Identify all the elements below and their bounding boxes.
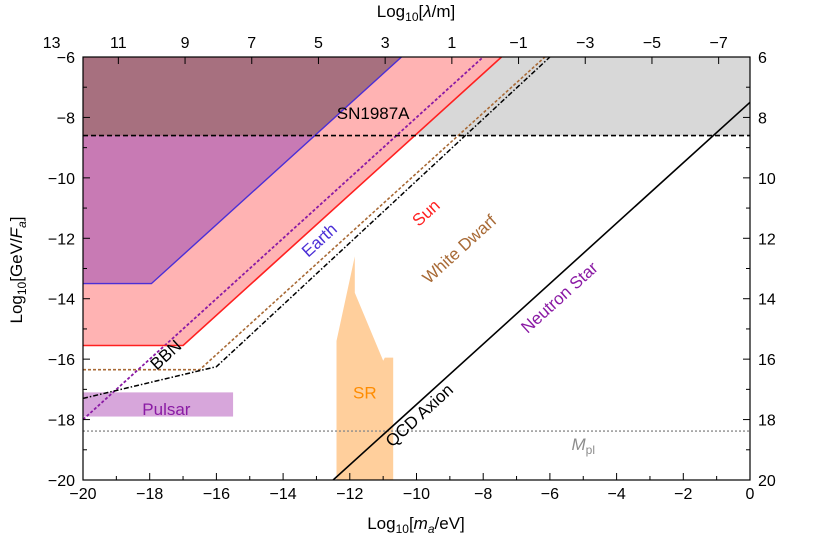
x-tick-label: −2 — [674, 486, 692, 503]
mpl-label-main: M — [571, 435, 586, 454]
earth-sn-overlap — [83, 57, 402, 136]
top-tick-label: −3 — [576, 35, 594, 52]
top-tick-label: −1 — [509, 35, 527, 52]
x-tick-label: −20 — [69, 486, 96, 503]
bbn-line — [83, 57, 551, 400]
sun-boundary — [83, 57, 503, 347]
y-tick-label-right: 20 — [758, 473, 776, 490]
pulsar-region — [83, 392, 234, 417]
neutron-star-line — [83, 57, 484, 421]
y-tick-label-right: 12 — [758, 231, 776, 248]
x-tick-label: −14 — [270, 486, 297, 503]
y-tick-label-right: 16 — [758, 352, 776, 369]
x-tick-label: −6 — [541, 486, 559, 503]
top-tick-label: 1 — [447, 35, 456, 52]
plot-area — [83, 57, 750, 480]
y-tick-label-left: −18 — [48, 413, 75, 430]
x-tick-label: −12 — [336, 486, 363, 503]
sr-region — [336, 256, 394, 480]
y-tick-label-right: 6 — [758, 50, 767, 67]
top-tick-label: 5 — [314, 35, 323, 52]
top-axis-title: Log10[λ/m] — [377, 2, 455, 24]
y-tick-label-right: 10 — [758, 171, 776, 188]
top-tick-label: 13 — [43, 35, 61, 52]
y-tick-label-right: 8 — [758, 110, 767, 127]
y-axis-title: Log10[GeV/Fa] — [7, 216, 29, 323]
x-tick-label: −16 — [203, 486, 230, 503]
top-tick-label: 9 — [181, 35, 190, 52]
y-tick-label-left: −10 — [48, 171, 75, 188]
y-tick-label-right: 14 — [758, 292, 776, 309]
top-tick-label: −7 — [710, 35, 728, 52]
top-tick-label: 11 — [110, 35, 127, 52]
y-tick-label-left: −8 — [57, 110, 75, 127]
sn1987a-label: SN1987A — [337, 104, 410, 123]
earth-boundary — [83, 57, 402, 285]
x-tick-label: −18 — [136, 486, 163, 503]
y-tick-label-left: −20 — [48, 473, 75, 490]
x-tick-label: −10 — [403, 486, 430, 503]
y-tick-label-left: −6 — [57, 50, 75, 67]
sr-label: SR — [353, 383, 377, 402]
y-tick-label-left: −12 — [48, 231, 75, 248]
top-tick-label: 3 — [381, 35, 390, 52]
white-dwarf-line — [83, 57, 546, 371]
x-tick-label: 0 — [746, 486, 755, 503]
top-tick-label: −5 — [643, 35, 661, 52]
x-axis-title: Log10[ma/eV] — [367, 514, 465, 536]
y-tick-label-left: −16 — [48, 352, 75, 369]
x-tick-label: −8 — [474, 486, 492, 503]
mpl-label: Mpl — [571, 435, 595, 457]
tick-layer: −20 −18 −16 −14 −12 −10 −8 −6 −4 −2 013 11 9 7 5 3 1 −1 −3… — [43, 35, 776, 503]
pulsar-label: Pulsar — [142, 400, 191, 419]
y-tick-label-right: 18 — [758, 413, 776, 430]
top-tick-label: 7 — [247, 35, 256, 52]
mpl-label-sub: pl — [586, 443, 595, 457]
qcd-axion-line — [332, 101, 750, 480]
x-tick-label: −4 — [607, 486, 625, 503]
y-tick-label-left: −14 — [48, 292, 75, 309]
